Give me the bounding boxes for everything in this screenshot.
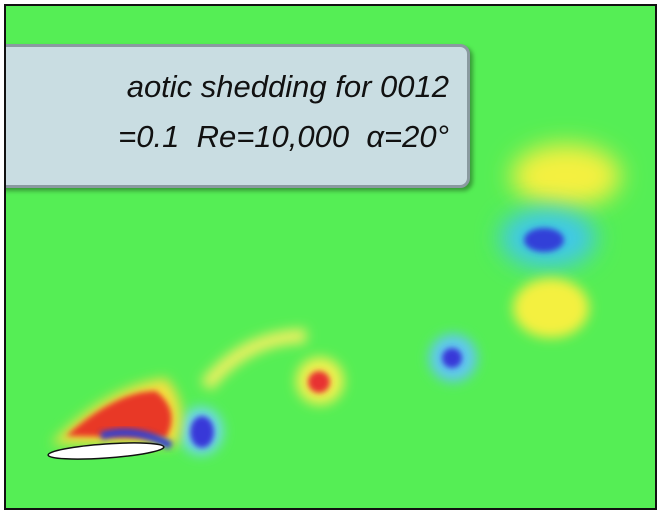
vorticity-field — [47, 144, 621, 460]
airfoil — [47, 442, 165, 460]
caption-box: aotic shedding for 0012 =0.1 Re=10,000 α… — [6, 44, 470, 188]
simulation-frame: aotic shedding for 0012 =0.1 Re=10,000 α… — [4, 4, 657, 510]
caption-line: aotic shedding for 0012 — [126, 69, 449, 104]
caption-line: =0.1 Re=10,000 α=20° — [118, 119, 449, 154]
vortices — [47, 144, 621, 460]
